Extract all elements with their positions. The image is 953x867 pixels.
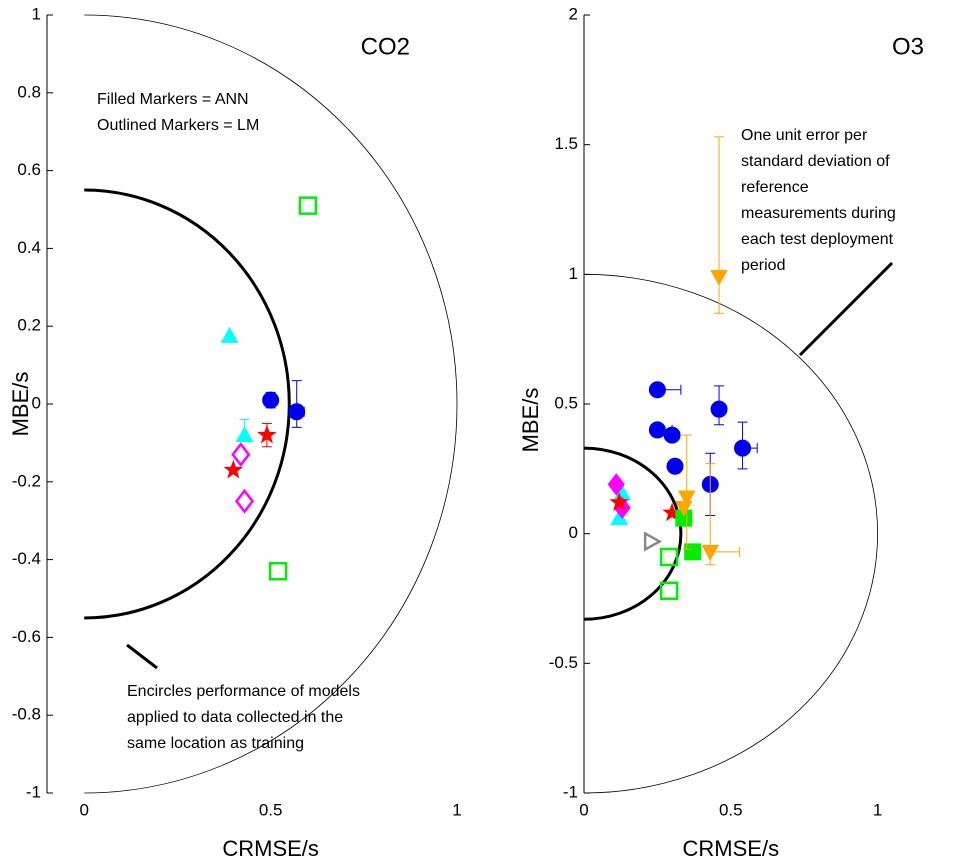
y-tick-label: -0.8 xyxy=(12,705,41,724)
y-tick-label: 0.4 xyxy=(17,238,41,257)
annotation: One unit error per xyxy=(741,127,868,144)
annotation: standard deviation of xyxy=(741,153,890,170)
marker xyxy=(234,488,255,514)
marker xyxy=(288,403,306,421)
y-tick-label: 0.5 xyxy=(554,393,578,412)
marker xyxy=(684,543,702,561)
circle-boundary xyxy=(84,14,458,794)
y-tick-label: -0.5 xyxy=(549,653,578,672)
marker xyxy=(674,500,693,517)
marker xyxy=(609,492,630,511)
marker xyxy=(223,459,244,479)
marker xyxy=(235,426,254,443)
leader-line xyxy=(126,643,158,670)
annotation: measurements during xyxy=(741,205,896,222)
annotation: same location as training xyxy=(127,735,304,752)
annotation: Encircles performance of models xyxy=(127,683,360,700)
y-tick-label: 0.6 xyxy=(17,160,41,179)
annotation: applied to data collected in the xyxy=(127,709,343,726)
marker xyxy=(734,439,752,457)
annotation: Outlined Markers = LM xyxy=(97,117,259,134)
marker xyxy=(701,544,720,561)
marker xyxy=(231,442,251,468)
y-tick-label: 1.5 xyxy=(554,134,578,153)
y-tick-label: 0.2 xyxy=(17,316,41,335)
marker xyxy=(659,547,679,567)
y-tick-label: -0.4 xyxy=(12,549,41,568)
marker xyxy=(648,421,666,439)
marker xyxy=(648,381,666,399)
panel-title: O3 xyxy=(892,33,924,60)
error-bar xyxy=(714,136,725,314)
panel-title: CO2 xyxy=(361,33,410,60)
x-tick-label: 0 xyxy=(80,800,89,819)
marker xyxy=(298,196,318,215)
y-tick-label: 0 xyxy=(32,393,41,412)
marker xyxy=(666,457,684,475)
y-axis-label: MBE/s xyxy=(518,388,543,453)
y-tick-label: 0 xyxy=(569,523,578,542)
y-axis-label: MBE/s xyxy=(8,372,33,437)
marker xyxy=(663,426,681,444)
x-tick-label: 0.5 xyxy=(259,800,283,819)
annotation: period xyxy=(741,257,785,274)
annotation: reference xyxy=(741,179,809,196)
y-tick-label: 2 xyxy=(569,4,578,23)
marker xyxy=(710,270,728,286)
marker xyxy=(710,400,728,418)
marker xyxy=(607,473,625,496)
annotation: each test deployment xyxy=(741,231,894,248)
y-tick-label: 1 xyxy=(32,4,41,23)
marker xyxy=(220,326,239,343)
circle-boundary xyxy=(84,188,291,620)
x-axis-label: CRMSE/s xyxy=(222,836,319,861)
marker xyxy=(257,424,277,444)
annotation: Filled Markers = ANN xyxy=(97,91,249,108)
y-tick-label: 0.8 xyxy=(17,82,41,101)
marker xyxy=(268,562,288,581)
marker xyxy=(659,581,679,600)
marker xyxy=(643,531,663,552)
x-tick-label: 0 xyxy=(579,800,588,819)
marker xyxy=(262,391,280,409)
x-axis-label: CRMSE/s xyxy=(683,836,780,861)
circle-boundary xyxy=(583,446,683,621)
x-tick-label: 1 xyxy=(452,800,461,819)
circle-boundary xyxy=(583,273,878,794)
y-tick-label: -0.6 xyxy=(12,627,41,646)
y-tick-label: -1 xyxy=(563,782,578,801)
x-tick-label: 1 xyxy=(873,800,882,819)
leader-line xyxy=(798,261,894,357)
x-tick-label: 0.5 xyxy=(719,800,743,819)
y-tick-label: -0.2 xyxy=(12,471,41,490)
y-tick-label: 1 xyxy=(569,264,578,283)
y-tick-label: -1 xyxy=(26,782,41,801)
marker xyxy=(677,490,696,507)
